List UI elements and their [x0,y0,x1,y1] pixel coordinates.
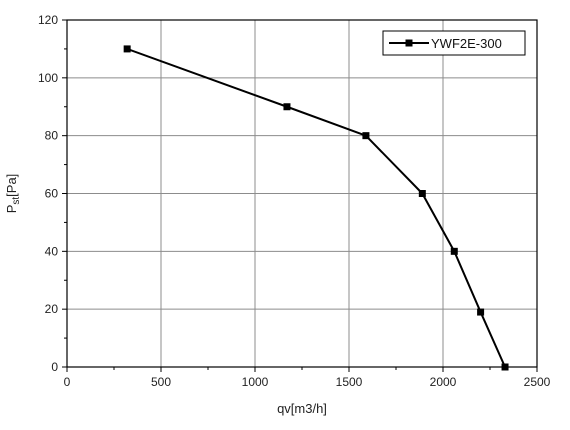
data-point [501,363,509,371]
y-axis-title-rest: [Pa] [4,174,19,197]
x-tick-label: 2000 [430,375,457,389]
x-axis-title: qv[m3/h] [277,401,327,416]
y-tick-label: 100 [38,71,58,85]
y-axis-title-sub: st [11,197,22,205]
legend: YWF2E-300 [382,30,526,56]
x-tick-label: 1000 [242,375,269,389]
y-tick-label: 0 [51,360,58,374]
y-tick-label: 40 [45,244,59,258]
grid [67,20,537,367]
y-tick-label: 120 [38,13,58,27]
y-tick-label: 80 [45,129,59,143]
data-point [283,103,291,111]
x-tick-label: 2500 [524,375,551,389]
data-point [477,308,485,316]
x-tick-label: 1500 [336,375,363,389]
x-tick-label: 0 [64,375,71,389]
x-axis: 0 500 1000 1500 2000 2500 [64,367,551,389]
data-point [418,190,426,197]
data-point [123,45,131,53]
y-axis: 0 20 40 60 80 100 120 [38,13,67,374]
legend-label: YWF2E-300 [431,36,502,51]
series-layer [123,45,509,371]
y-axis-title: Pst[Pa] [4,174,22,214]
y-axis-title-main: P [4,205,19,214]
x-tick-label: 500 [151,375,171,389]
data-point [362,132,370,140]
legend-marker [405,39,413,47]
data-point [450,247,458,255]
y-tick-label: 20 [45,302,59,316]
y-tick-label: 60 [45,187,59,201]
